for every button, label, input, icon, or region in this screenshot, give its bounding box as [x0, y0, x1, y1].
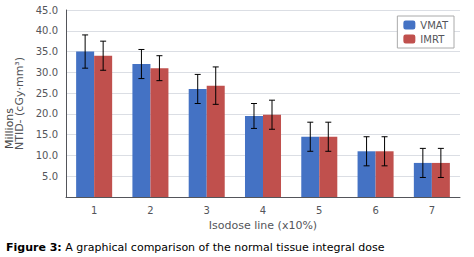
svg-text:4: 4 — [260, 205, 266, 216]
svg-text:5: 5 — [316, 205, 322, 216]
svg-text:1: 1 — [91, 205, 97, 216]
svg-text:Figure 3:: Figure 3: — [6, 241, 62, 254]
svg-text:45.0: 45.0 — [36, 5, 58, 16]
svg-text:15.0: 15.0 — [36, 129, 58, 140]
svg-text:3: 3 — [204, 205, 210, 216]
svg-text:VMAT: VMAT — [420, 20, 449, 31]
svg-text:35.0: 35.0 — [36, 46, 58, 57]
svg-text:30.0: 30.0 — [36, 67, 58, 78]
svg-text:25.0: 25.0 — [36, 88, 58, 99]
svg-text:10.0: 10.0 — [36, 150, 58, 161]
svg-text:NTID- (cGy·mm³): NTID- (cGy·mm³) — [13, 57, 26, 150]
svg-text:A graphical comparison of the: A graphical comparison of the normal tis… — [62, 241, 385, 254]
svg-text:Millions: Millions — [3, 107, 16, 150]
svg-text:Isodose line (x10%): Isodose line (x10%) — [209, 219, 317, 232]
svg-text:20.0: 20.0 — [36, 108, 58, 119]
svg-text:IMRT: IMRT — [420, 34, 445, 45]
svg-text:7: 7 — [429, 205, 435, 216]
svg-text:2: 2 — [147, 205, 153, 216]
svg-text:5.0: 5.0 — [42, 171, 58, 182]
svg-text:6: 6 — [372, 205, 378, 216]
svg-text:40.0: 40.0 — [36, 25, 58, 36]
